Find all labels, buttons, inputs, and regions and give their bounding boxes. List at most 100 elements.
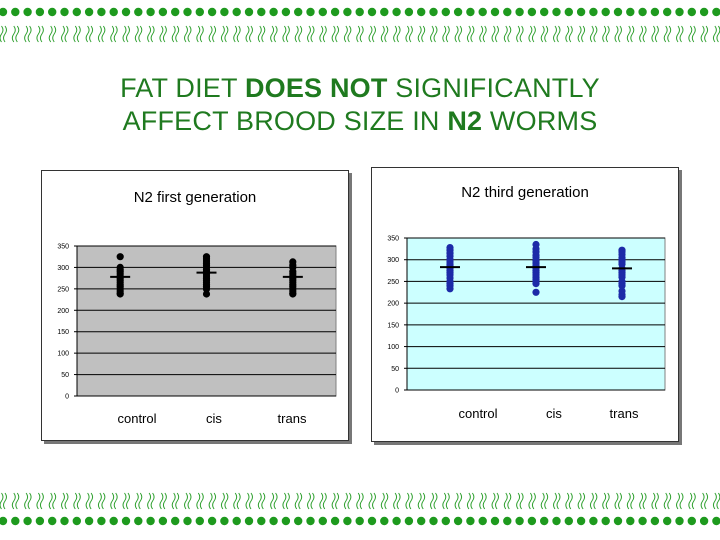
border-squiggle: [208, 492, 217, 510]
border-squiggle: [639, 492, 647, 510]
border-squiggle: [220, 492, 229, 510]
border-dot: [515, 516, 524, 526]
border-dot: [281, 516, 291, 526]
border-dot: [699, 516, 709, 526]
border-dot: [343, 516, 352, 526]
border-dot: [207, 516, 217, 526]
border-squiggle: [528, 492, 536, 510]
border-dot: [589, 516, 598, 526]
data-point: [116, 290, 124, 298]
border-squiggle: [553, 25, 561, 43]
border-squiggle: [11, 492, 20, 510]
decorative-border-top: [0, 7, 720, 43]
border-dot: [453, 7, 463, 17]
y-tick-label: 150: [57, 329, 69, 336]
border-squiggle: [48, 492, 57, 510]
category-label: cis: [546, 406, 562, 421]
border-dot: [367, 516, 377, 526]
border-dot: [589, 7, 598, 17]
border-squiggle: [356, 492, 364, 510]
border-squiggle: [516, 25, 524, 43]
border-dot: [552, 7, 561, 17]
border-dot: [490, 7, 500, 17]
border-dot: [601, 516, 610, 526]
border-dot: [663, 516, 672, 526]
border-squiggle: [589, 492, 598, 510]
border-squiggle: [208, 25, 217, 43]
chart-third-generation: N2 third generation 0 50 100 150 200 250 300 350…: [387, 184, 666, 421]
border-dot: [0, 516, 8, 526]
border-squiggle: [97, 492, 106, 510]
data-point: [116, 253, 124, 261]
border-dot: [478, 7, 487, 17]
data-point: [618, 293, 626, 301]
border-dot: [417, 516, 426, 526]
border-dot: [527, 7, 537, 17]
border-squiggle: [24, 492, 32, 510]
border-squiggle: [405, 25, 413, 43]
border-squiggle: [454, 25, 463, 43]
border-squiggle: [368, 25, 376, 43]
border-squiggle: [319, 492, 327, 510]
border-squiggle: [503, 25, 512, 43]
border-squiggle: [466, 25, 475, 43]
border-squiggle: [282, 25, 290, 43]
border-squiggle: [442, 25, 450, 43]
border-squiggle: [233, 25, 241, 43]
category-label: trans: [610, 406, 639, 421]
y-tick-label: 0: [395, 388, 399, 395]
border-squiggle: [577, 25, 586, 43]
border-dot: [650, 7, 660, 17]
border-dot: [453, 516, 463, 526]
border-squiggle: [85, 492, 94, 510]
border-squiggle: [393, 492, 401, 510]
border-dot: [183, 516, 192, 526]
border-squiggle: [147, 492, 155, 510]
y-tick-label: 0: [65, 394, 69, 401]
border-dot: [650, 516, 660, 526]
border-dot: [60, 516, 69, 526]
border-squiggle: [528, 25, 536, 43]
border-dot: [626, 516, 635, 526]
y-tick-label: 200: [387, 301, 399, 308]
border-dot: [48, 7, 57, 17]
border-squiggle: [442, 492, 450, 510]
border-dot: [367, 7, 377, 17]
border-dot: [552, 516, 561, 526]
chart-panel-third-generation: N2 third generation 0 50 100 150 200 250 300 350…: [371, 167, 679, 442]
border-squiggle: [319, 25, 327, 43]
data-point: [532, 280, 540, 288]
border-dot: [35, 516, 45, 526]
border-dot: [687, 516, 696, 526]
border-squiggle: [651, 492, 659, 510]
border-squiggle: [245, 492, 253, 510]
border-squiggle: [626, 25, 635, 43]
border-dot: [121, 516, 131, 526]
chart-first-generation: N2 first generation 0 50 100 150 200 250 300 350…: [57, 189, 337, 426]
border-squiggle: [257, 25, 266, 43]
border-dot: [257, 516, 266, 526]
border-squiggle: [184, 492, 192, 510]
border-dot: [11, 7, 20, 17]
border-dot: [564, 516, 573, 526]
border-dot: [503, 516, 512, 526]
border-squiggle: [331, 25, 340, 43]
border-dot: [60, 7, 69, 17]
border-squiggle: [196, 25, 204, 43]
border-dot: [540, 7, 549, 17]
border-squiggle: [110, 492, 118, 510]
border-squiggle: [589, 25, 598, 43]
slide-title-line-2: AFFECT BROOD SIZE IN N2 WORMS: [0, 105, 720, 138]
border-squiggle: [282, 492, 290, 510]
border-dot: [220, 7, 229, 17]
y-tick-label: 100: [57, 351, 69, 358]
y-tick-label: 50: [61, 372, 69, 379]
border-squiggle: [577, 492, 586, 510]
border-squiggle: [270, 25, 278, 43]
border-squiggle: [676, 492, 684, 510]
border-squiggle: [61, 25, 69, 43]
border-squiggle: [184, 25, 192, 43]
border-squiggle: [11, 25, 20, 43]
border-dot: [638, 7, 647, 17]
border-dot: [134, 516, 143, 526]
